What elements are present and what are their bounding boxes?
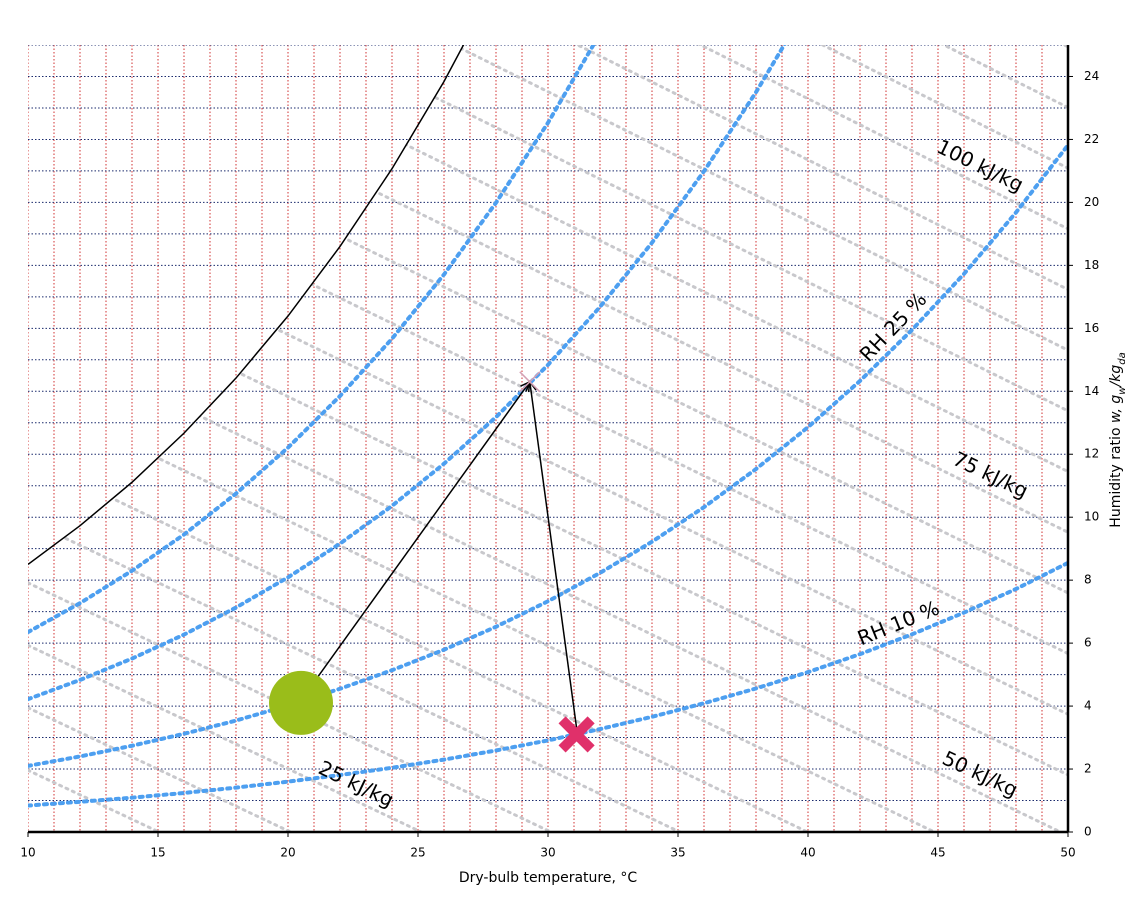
- enthalpy-line: [28, 144, 1068, 656]
- enthalpy-line: [28, 581, 1068, 832]
- x-tick-label: 20: [280, 846, 295, 860]
- y-tick-label: 2: [1084, 762, 1092, 776]
- y-tick-label: 8: [1084, 573, 1092, 587]
- x-tick-label: 15: [150, 846, 165, 860]
- y-tick-label: 22: [1084, 132, 1099, 146]
- x-tick-label: 10: [20, 846, 35, 860]
- rh-line: [28, 560, 1068, 808]
- y-tick-label: 18: [1084, 258, 1099, 272]
- enthalpy-label: 100 kJ/kg: [933, 134, 1027, 196]
- state-point: [269, 670, 333, 735]
- enthalpy-line: [28, 831, 1068, 832]
- enthalpy-line: [28, 45, 1068, 292]
- enthalpy-label: 25 kJ/kg: [315, 756, 398, 812]
- enthalpy-line: [28, 45, 1068, 352]
- y-tick-label: 4: [1084, 699, 1092, 713]
- enthalpy-line: [28, 643, 1068, 832]
- y-tick-label: 24: [1084, 69, 1099, 83]
- enthalpy-line: [28, 45, 1068, 474]
- y-tick-label: 6: [1084, 636, 1092, 650]
- x-tick-label: 40: [800, 846, 815, 860]
- y-label-sub: w: [1117, 386, 1125, 395]
- arrow: [302, 380, 531, 698]
- state-point: [558, 716, 595, 753]
- enthalpy-line: [28, 393, 1068, 832]
- rh-label: RH 25 %: [855, 287, 932, 366]
- x-tick-label: 25: [410, 846, 425, 860]
- enthalpy-line: [28, 81, 1068, 595]
- y-tick-label: 10: [1084, 510, 1099, 524]
- y-label-part: w, g: [1108, 395, 1124, 423]
- y-axis-label: Humidity ratio w, gw/kgda: [1108, 352, 1125, 527]
- enthalpy-line: [28, 45, 1068, 534]
- points-group: [269, 371, 595, 753]
- y-label-sub: da: [1117, 352, 1125, 364]
- enthalpy-line: [28, 45, 1068, 49]
- rh-line: [28, 45, 596, 635]
- y-tick-label: 14: [1084, 384, 1099, 398]
- x-tick-label: 45: [930, 846, 945, 860]
- enthalpy-line: [28, 518, 1068, 832]
- enthalpy-line: [28, 45, 1068, 231]
- enthalpy-line: [28, 45, 1068, 413]
- rh-label: RH 10 %: [854, 596, 943, 651]
- enthalpy-group: [28, 45, 1068, 832]
- plot-area: [28, 45, 1068, 832]
- enthalpy-line: [28, 706, 1068, 832]
- enthalpy-line: [28, 456, 1068, 832]
- y-tick-label: 12: [1084, 447, 1099, 461]
- rh-line: [28, 45, 787, 702]
- arrow: [525, 380, 578, 729]
- y-tick-label: 16: [1084, 321, 1099, 335]
- rh-line: [28, 143, 1068, 768]
- x-axis-label: Dry-bulb temperature, °C: [459, 870, 638, 886]
- x-tick-label: 35: [670, 846, 685, 860]
- y-tick-label: 20: [1084, 195, 1099, 209]
- saturation-curve: [28, 45, 465, 566]
- y-label-part: /kg: [1108, 365, 1124, 389]
- y-label-part: Humidity ratio: [1108, 423, 1124, 528]
- x-tick-label: 50: [1060, 846, 1075, 860]
- y-tick-label: 0: [1084, 825, 1092, 839]
- state-point: [519, 371, 541, 393]
- x-tick-label: 30: [540, 846, 555, 860]
